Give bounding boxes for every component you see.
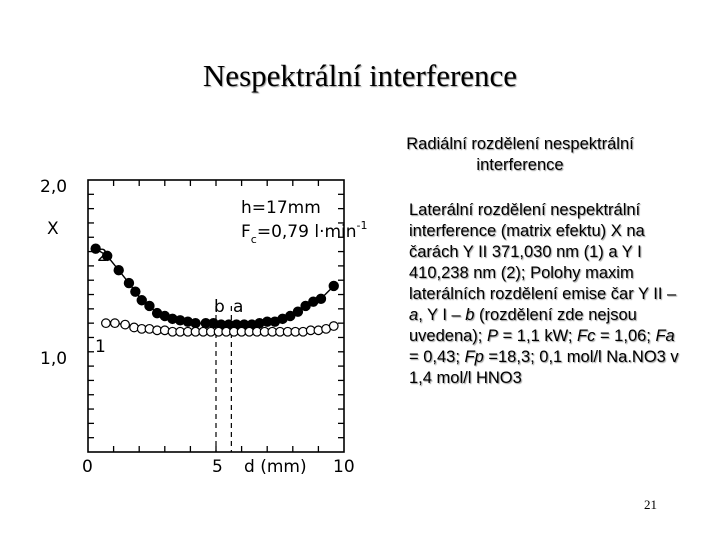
- description-segment: Fp: [464, 348, 484, 366]
- description-segment: Fa: [655, 327, 675, 345]
- data-points: [90, 243, 339, 337]
- data-point-series-1: [109, 318, 120, 329]
- data-point-series-2: [136, 295, 147, 306]
- marker-label-a: a: [233, 297, 243, 317]
- annotation-height: h=17mm: [241, 198, 321, 218]
- data-point-series-2: [292, 306, 304, 317]
- data-point-series-2: [300, 300, 311, 312]
- description-segment: , Y I –: [418, 306, 466, 324]
- data-point-series-2: [101, 250, 113, 262]
- description-segment: = 1,1 kW;: [498, 327, 578, 345]
- lateral-description: Laterální rozdělení nespektrální interfe…: [409, 200, 681, 389]
- lateral-distribution-chart: 2,0 1,0 X 0 5 10 d (mm) h=17mm Fc=0,79 l…: [40, 177, 368, 477]
- x-tick-label: 10: [333, 457, 355, 477]
- data-point-series-1: [101, 318, 111, 329]
- description-segment: b: [465, 306, 475, 324]
- data-point-series-2: [144, 300, 155, 312]
- data-point-series-2: [90, 243, 101, 254]
- description-segment: = 1,06;: [595, 327, 656, 345]
- description-segment: = 0,43;: [409, 348, 465, 366]
- annotation-flow: Fc=0,79 l·min-1: [241, 219, 368, 246]
- description-segment: =18,3; 0,1 mol/l Na.NO3 v 1,4 mol/l HNO3: [409, 348, 679, 387]
- series-label-2: 2: [97, 246, 108, 266]
- data-point-series-2: [130, 286, 141, 297]
- slide-title: Nespektrální interference: [202, 58, 518, 93]
- description-segment: (rozdělení zde nejsou uvedena);: [409, 306, 637, 345]
- radial-caption: Radiální rozdělení nespektrální interfer…: [406, 135, 634, 174]
- slide-number: 21: [644, 497, 657, 512]
- series-label-1: 1: [95, 337, 106, 357]
- data-point-series-2: [328, 280, 339, 292]
- data-point-series-2: [113, 264, 124, 276]
- position-markers: [215, 306, 232, 452]
- description-segment: a: [409, 306, 419, 324]
- description-segment: P: [486, 327, 498, 345]
- x-tick-label: 0: [82, 457, 93, 477]
- description-segment: Laterální rozdělení nespektrální interfe…: [409, 201, 677, 303]
- data-point-series-2: [123, 277, 135, 289]
- axis-ticks: [88, 180, 344, 452]
- marker-label-b: b: [214, 297, 225, 317]
- y-tick-label: 2,0: [40, 177, 67, 197]
- x-axis-label: d (mm): [244, 457, 307, 477]
- y-axis-label: X: [47, 219, 59, 239]
- x-tick-label: 5: [212, 457, 223, 477]
- data-point-series-1: [120, 319, 131, 330]
- data-point-series-2: [285, 310, 296, 322]
- data-point-series-2: [190, 317, 201, 329]
- y-tick-label: 1,0: [40, 349, 67, 369]
- description-segment: Fc: [577, 327, 596, 345]
- data-point-series-1: [328, 321, 339, 331]
- data-point-series-2: [315, 293, 327, 305]
